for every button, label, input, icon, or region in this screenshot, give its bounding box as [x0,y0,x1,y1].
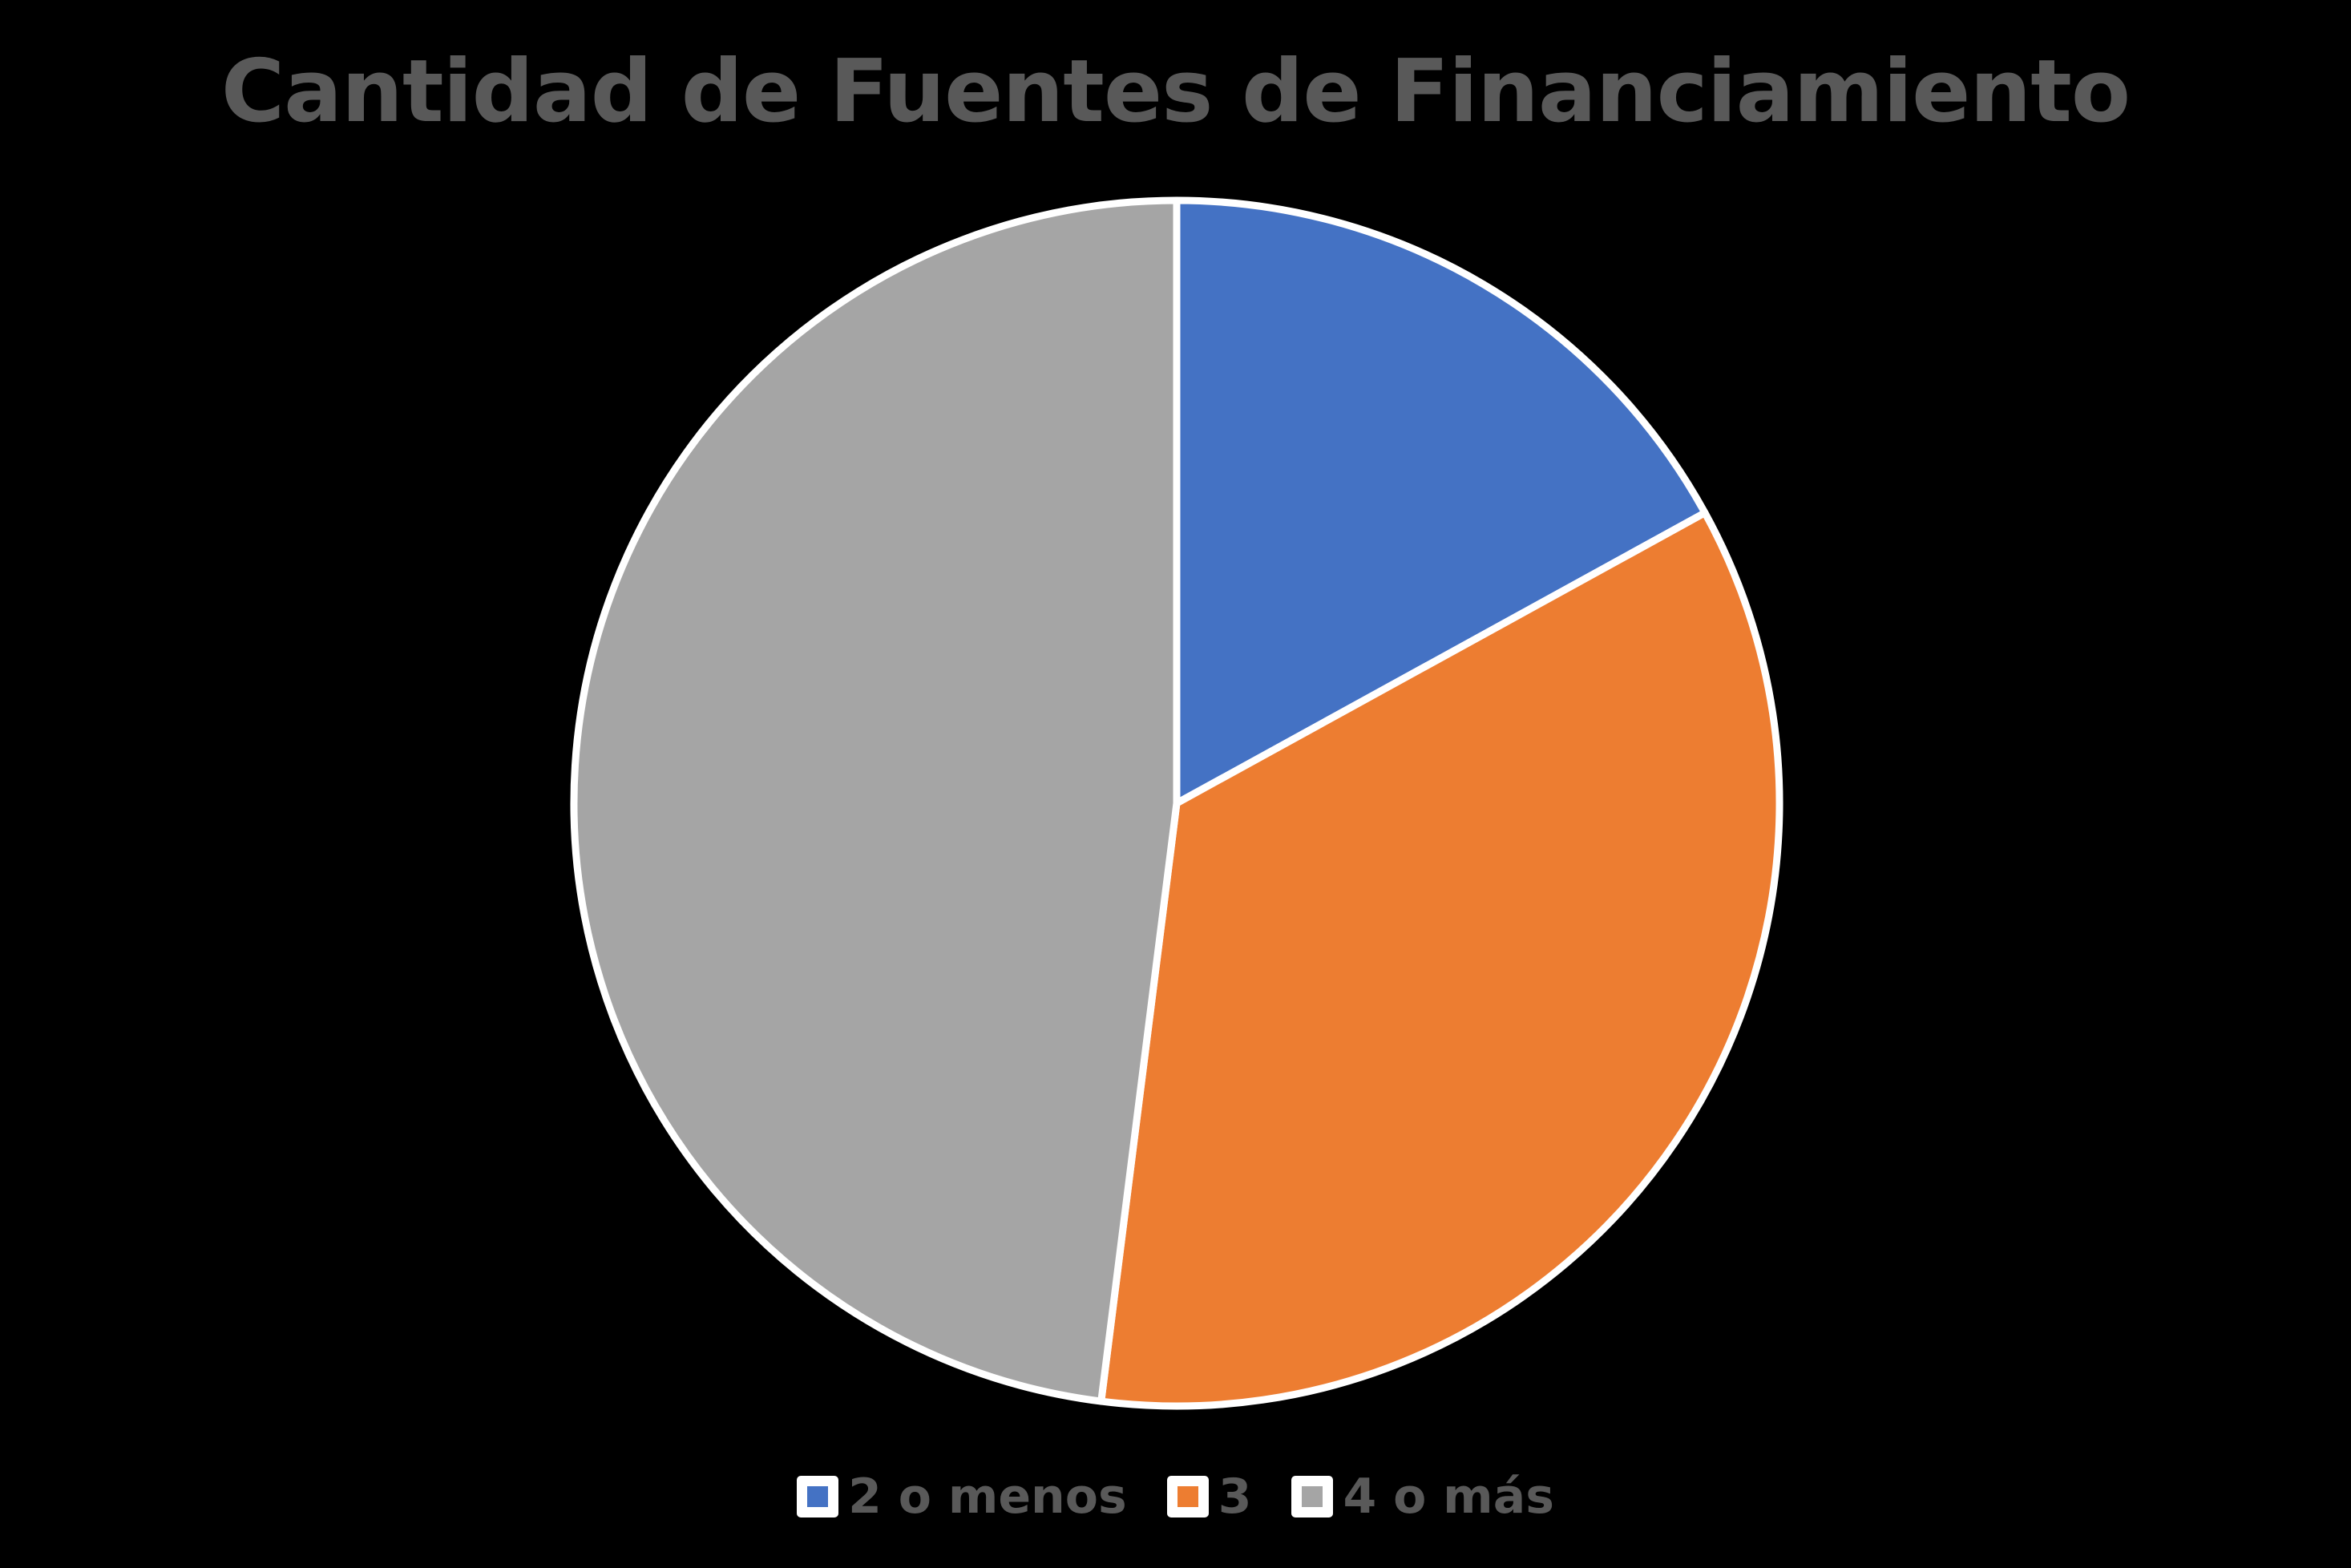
chart-title: Cantidad de Fuentes de Financiamiento [220,42,2131,142]
legend-color-square-icon [807,1486,829,1507]
legend-swatch [797,1476,839,1517]
legend-label: 3 [1218,1469,1252,1525]
pie-slice-2[interactable] [1097,509,1783,1410]
pie-slice-3[interactable] [570,196,1181,1405]
pie-slices [570,196,1783,1410]
legend-color-square-icon [1177,1486,1198,1507]
legend-color-square-icon [1302,1486,1323,1507]
legend-item-3[interactable]: 3 [1166,1469,1252,1525]
legend: 2 o menos 3 4 o más [0,1469,2351,1525]
legend-label: 4 o más [1343,1469,1554,1525]
legend-label: 2 o menos [848,1469,1127,1525]
legend-swatch [1291,1476,1334,1517]
legend-swatch [1166,1476,1209,1517]
pie-slice-1[interactable] [1173,196,1709,807]
legend-item-2-o-menos[interactable]: 2 o menos [797,1469,1127,1525]
legend-item-4-o-mas[interactable]: 4 o más [1291,1469,1554,1525]
